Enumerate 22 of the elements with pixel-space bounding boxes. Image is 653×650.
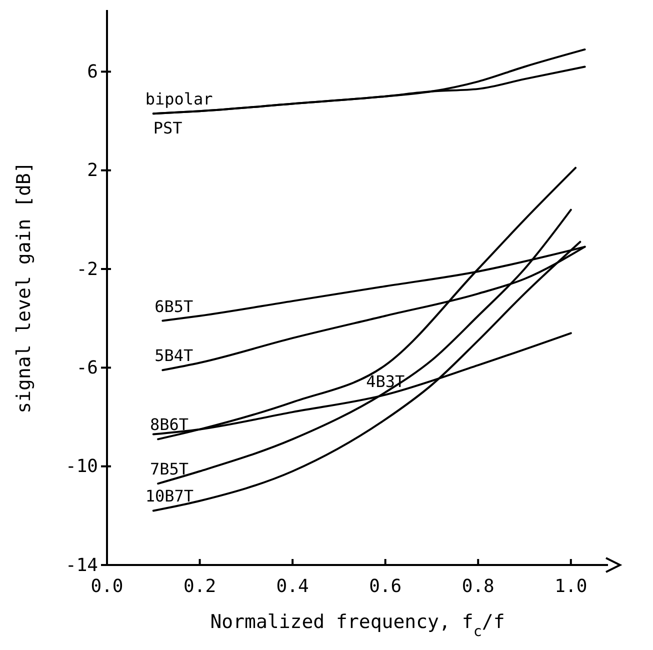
x-tick-label: 1.0 — [554, 576, 588, 597]
x-tick-label: 0.4 — [276, 576, 309, 597]
series-label: PST — [153, 118, 183, 138]
series-label: 10B7T — [145, 486, 194, 506]
y-tick-label: -2 — [76, 258, 98, 280]
y-tick-label: -6 — [76, 357, 98, 378]
x-tick-label: 0.6 — [369, 576, 402, 597]
y-tick-label: 2 — [87, 160, 98, 182]
series-label: 7B5T — [150, 460, 189, 479]
x-tick-label: 0.2 — [184, 576, 216, 597]
series-label: bipolar — [145, 90, 214, 109]
y-tick-label: -14 — [65, 554, 98, 576]
series-label: 5B4T — [154, 346, 194, 366]
y-tick-label: 6 — [87, 61, 98, 82]
series-label: 6B5T — [154, 296, 194, 316]
x-tick-label: 0.0 — [90, 576, 124, 597]
y-tick-label: -10 — [65, 456, 98, 478]
series-label: 8B6T — [150, 415, 189, 434]
x-tick-label: 0.8 — [462, 576, 494, 597]
y-axis-title: signal level gain [dB] — [13, 162, 35, 414]
series-label: 4B3T — [366, 372, 405, 391]
x-axis-title: Normalized frequency, f$_{c}$/f — [210, 611, 505, 640]
